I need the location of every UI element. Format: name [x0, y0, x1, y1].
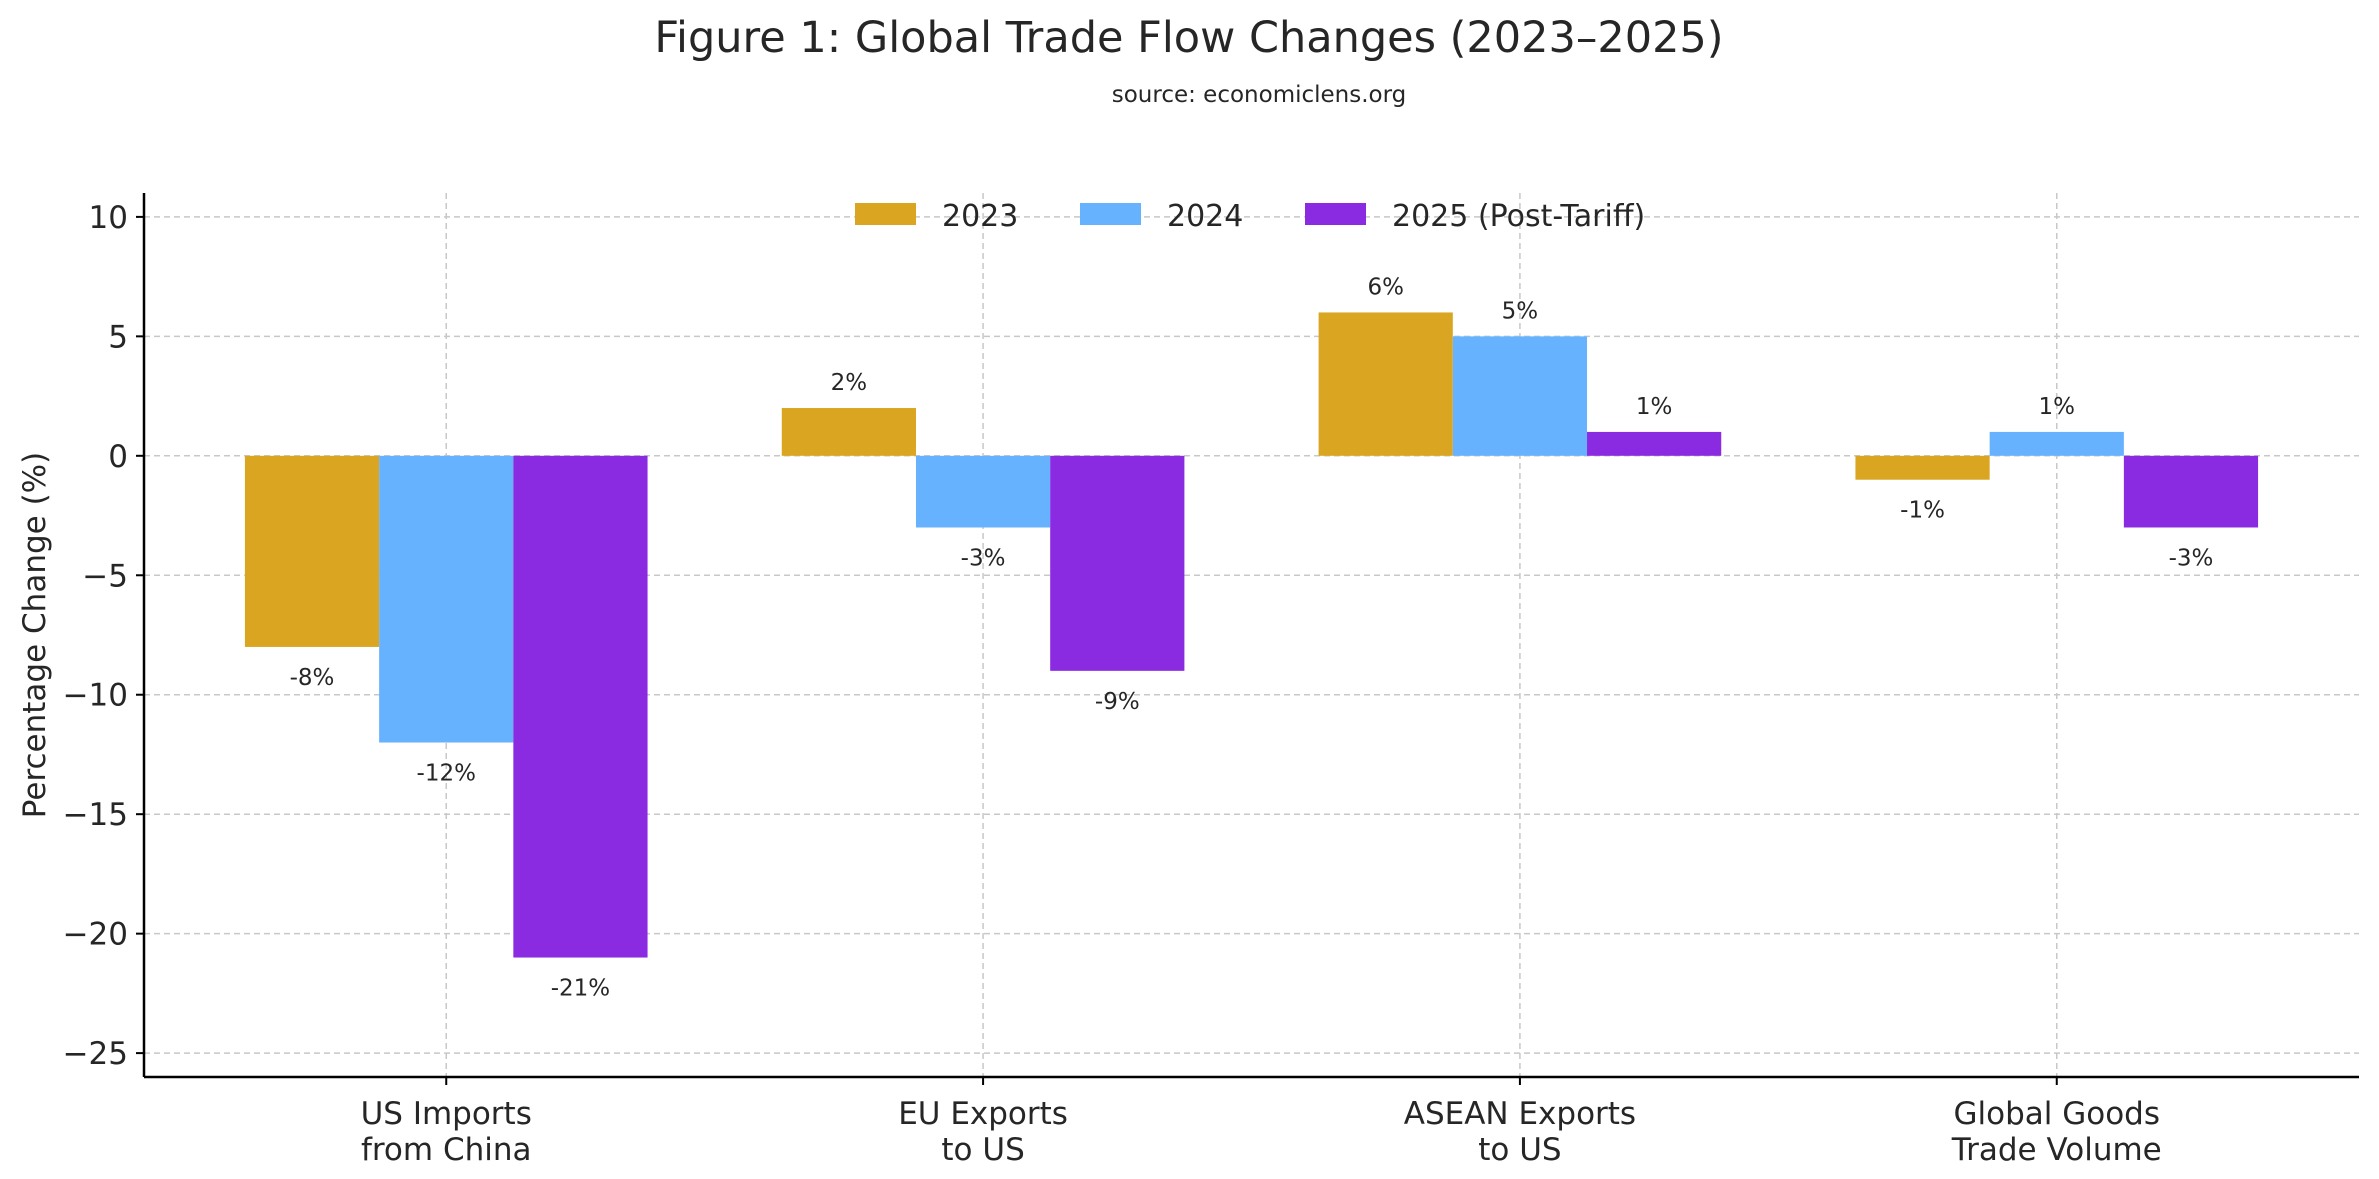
bar-2024 — [1452, 336, 1588, 456]
bar-2023 — [781, 408, 916, 456]
y-tick-label: 0 — [108, 439, 128, 475]
chart-title: Figure 1: Global Trade Flow Changes (202… — [654, 13, 1723, 63]
y-tick-label: −10 — [63, 678, 128, 714]
y-tick-label: 5 — [108, 319, 128, 355]
x-tick-label: US Imports — [361, 1096, 532, 1132]
y-tick-label: −15 — [63, 797, 128, 833]
chart-subtitle: source: economiclens.org — [1112, 82, 1407, 108]
bar-2024 — [915, 455, 1051, 528]
x-tick-label: to US — [941, 1132, 1024, 1168]
y-tick-label: −5 — [82, 558, 128, 594]
bar-2024 — [379, 455, 514, 743]
data-label: -12% — [417, 761, 476, 787]
data-label: 5% — [1502, 298, 1539, 324]
x-tick-label: Trade Volume — [1951, 1132, 2162, 1168]
bar-2025 — [1050, 455, 1185, 671]
legend-swatch — [855, 203, 916, 225]
x-tick-label: to US — [1478, 1132, 1561, 1168]
x-tick-label: EU Exports — [898, 1096, 1068, 1132]
y-tick-label: −20 — [63, 917, 128, 953]
bar-2025 — [2123, 455, 2259, 528]
bar-2023 — [244, 455, 380, 647]
y-tick-label: −25 — [63, 1036, 128, 1072]
legend-swatch — [1080, 203, 1141, 225]
data-label: -1% — [1900, 498, 1945, 524]
bar-2025 — [513, 455, 648, 958]
data-label: -3% — [961, 545, 1006, 571]
y-tick-label: 10 — [89, 200, 128, 236]
bar-2024 — [1989, 431, 2124, 456]
data-label: -9% — [1095, 689, 1140, 715]
x-tick-label: ASEAN Exports — [1404, 1096, 1636, 1132]
data-label: -8% — [290, 665, 335, 691]
data-label: -3% — [2169, 545, 2214, 571]
bar-2023 — [1855, 455, 1990, 480]
legend-label: 2025 (Post-Tariff) — [1392, 199, 1645, 234]
data-label: 2% — [831, 370, 868, 396]
data-label: -21% — [551, 976, 610, 1002]
legend-label: 2023 — [942, 199, 1018, 234]
legend-label: 2024 — [1167, 199, 1243, 234]
x-tick-label: from China — [361, 1132, 532, 1168]
y-axis-label: Percentage Change (%) — [17, 452, 53, 818]
data-label: 1% — [2039, 394, 2076, 420]
bar-2025 — [1587, 431, 1722, 456]
legend-swatch — [1305, 203, 1366, 225]
data-label: 1% — [1636, 394, 1673, 420]
bar-2023 — [1318, 312, 1453, 456]
x-tick-label: Global Goods — [1953, 1096, 2160, 1132]
data-label: 6% — [1367, 274, 1404, 300]
